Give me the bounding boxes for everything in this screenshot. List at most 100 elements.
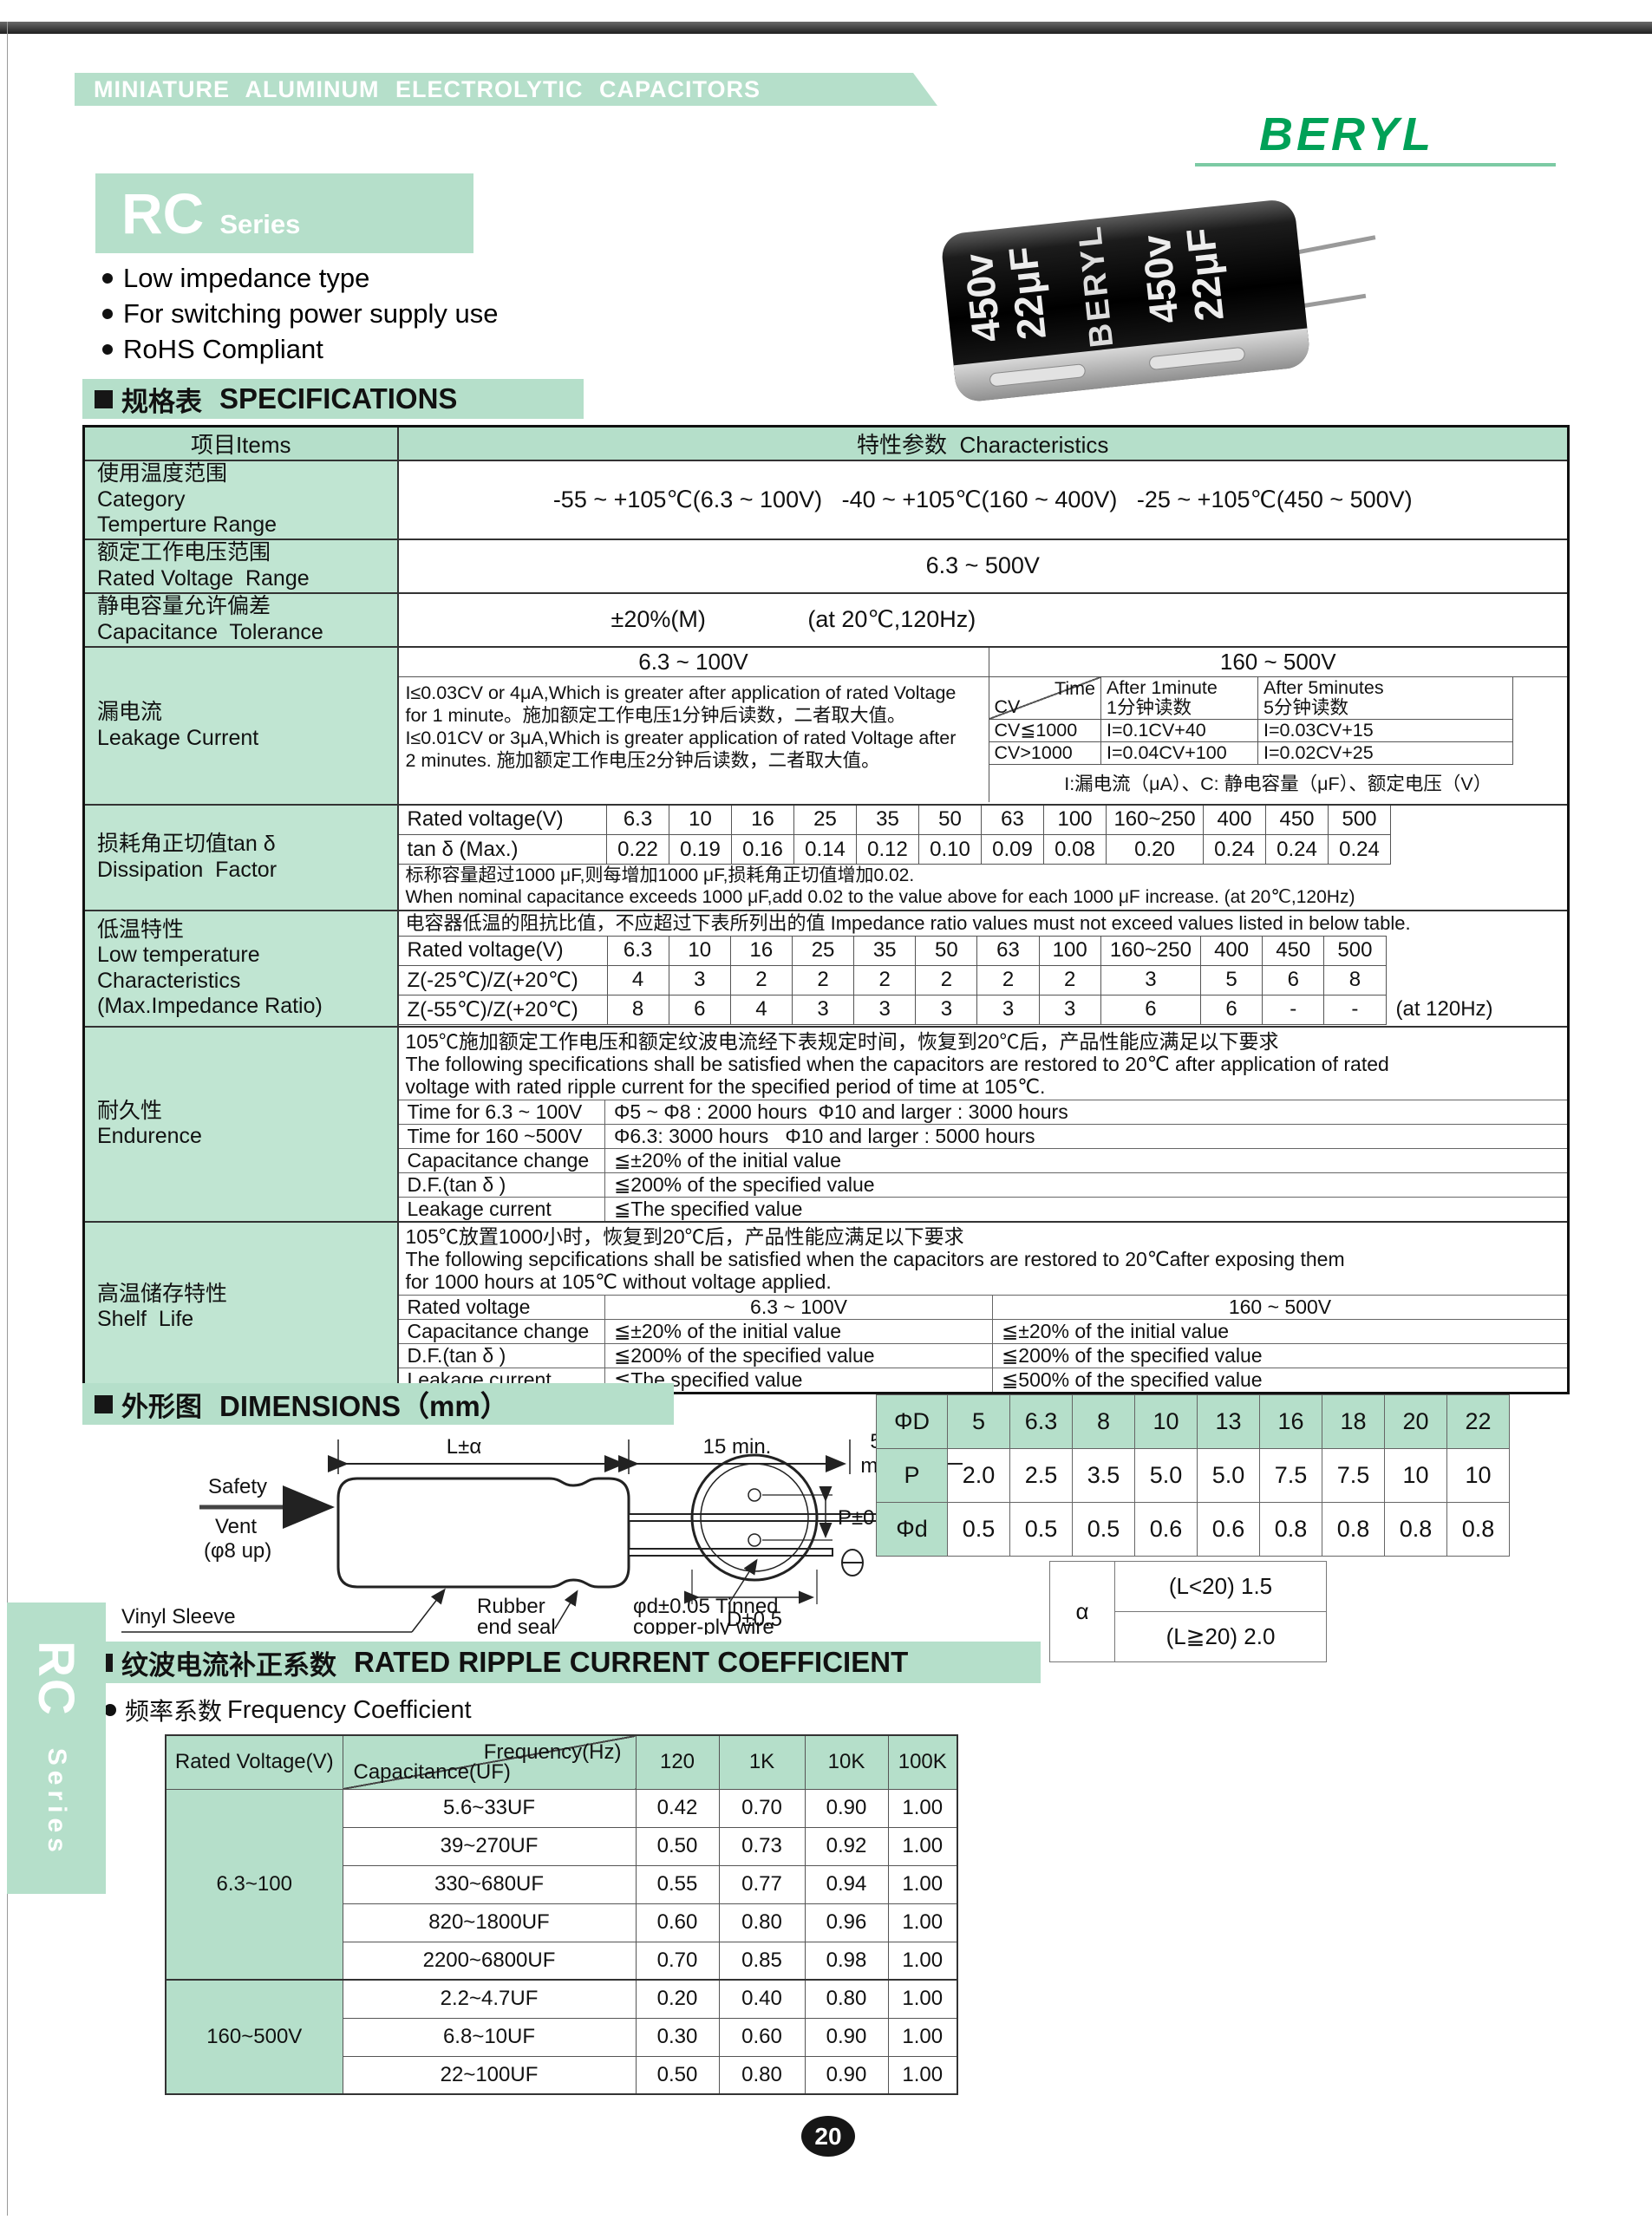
dims-d-cell: 10 (1134, 1394, 1198, 1449)
tan-value-cell: 0.24 (1203, 834, 1266, 865)
lead-hole (748, 1488, 761, 1502)
table-row: 6.3~100 5.6~33UF 0.42 0.70 0.90 1.00 (165, 1788, 958, 1981)
dims-pitch-row: P 2.0 2.5 3.5 5.0 5.0 7.5 7.5 10 10 (876, 1448, 1510, 1503)
impedance-z55-cell: 3 (791, 994, 855, 1025)
leakage-row: 漏电流 Leakage Current 6.3 ~ 100V 160 ~ 500… (82, 645, 1570, 806)
impedance-ratio-table: Rated voltage(V) 6.3 10 16 25 35 50 63 100 160~25… (398, 935, 1387, 1025)
category-row: 使用温度范围 Category Temperture Range -55 ~ +… (82, 460, 1570, 540)
impedance-voltage-cell: 400 (1200, 935, 1263, 966)
feature-list: Low impedance type For switching power s… (102, 260, 498, 367)
cv-row: CV≦1000 I=0.1CV+40 I=0.03CV+15 (989, 718, 1513, 742)
freq-col-header: 10K (804, 1734, 889, 1790)
row-label-tolerance: 静电容量允许偏差 Capacitance Tolerance (82, 591, 399, 648)
table-row: Capacitance change ≦±20% of the initial v… (398, 1147, 1567, 1173)
dims-d-cell: 6.3 (1009, 1394, 1073, 1449)
tan-voltage-cell: 400 (1203, 805, 1266, 835)
alpha-label: α (1049, 1561, 1115, 1662)
alpha-tolerance-table: α (L<20) 1.5 (L≧20) 2.0 (1049, 1561, 1327, 1662)
brand-underline (1195, 163, 1556, 166)
impedance-z55-cell: 4 (729, 994, 793, 1025)
row-label-rated-voltage: 额定工作电压范围 Rated Voltage Range (82, 538, 399, 594)
bullet-icon (102, 272, 113, 284)
impedance-z25-cell: 5 (1200, 964, 1263, 995)
frequency-coefficient-table: Rated Voltage(V) Frequency(Hz) Capacitan… (165, 1734, 958, 2095)
coef-cell: 0.73 (718, 1826, 806, 1866)
table-header-row: 项目Items 特性参数 Characteristics (82, 425, 1570, 461)
cv-col1-header: After 1minute 1分钟读数 (1100, 676, 1258, 720)
coef-cell: 0.55 (635, 1864, 720, 1904)
frequency-coefficient-label: 频率系数 Frequency Coefficient (104, 1693, 472, 1727)
coef-cell: 1.00 (887, 1903, 958, 1942)
dims-d-cell: 13 (1197, 1394, 1260, 1449)
table-row: Capacitance change ≦±20% of the initial … (398, 1318, 1567, 1344)
alpha-row1: (L<20) 1.5 (1114, 1561, 1327, 1612)
table-row: 22~100UF 0.50 0.80 0.90 1.00 (166, 2055, 958, 2095)
page-banner: MINIATURE ALUMINUM ELECTROLYTIC CAPACITO… (75, 73, 937, 106)
coef-cell: 0.20 (635, 1979, 720, 2019)
tan-voltage-cell: 450 (1265, 805, 1329, 835)
crimp-slot (989, 363, 1086, 387)
coef-cell: 1.00 (887, 1941, 958, 1981)
impedance-z25-cell: 2 (791, 964, 855, 995)
dissipation-note-en: When nominal capacitance exceeds 1000 μF… (405, 887, 1355, 907)
table-row: 160~500V 2.2~4.7UF 0.20 0.40 0.80 1.00 (165, 1979, 958, 2095)
impedance-voltage-cell: 6.3 (606, 935, 669, 966)
tan-value-cell: 0.10 (918, 834, 982, 865)
category-value: -55 ~ +105℃(6.3 ~ 100V) -40 ~ +105℃(160 … (396, 460, 1570, 540)
table-row: (L≧20) 2.0 (1050, 1611, 1327, 1662)
page-number-badge: 20 (801, 2116, 855, 2157)
coef-cell: 1.00 (887, 1788, 958, 1828)
dims-d-cell: 20 (1384, 1394, 1447, 1449)
tan-voltage-row: Rated voltage(V) 6.3 10 16 25 35 50 63 100 160~25… (398, 805, 1391, 835)
crimp-slot (1149, 347, 1245, 370)
series-title-box: RC Series (95, 173, 473, 253)
dims-dd-cell: 0.5 (1009, 1502, 1073, 1557)
coef-cell: 0.90 (804, 2055, 889, 2095)
impedance-voltage-cell: 16 (729, 935, 793, 966)
impedance-z55-cell: 8 (606, 994, 669, 1025)
coef-cell: 0.94 (804, 1864, 889, 1904)
dims-p-cell: 10 (1446, 1448, 1510, 1503)
impedance-z55-cell: 3 (1038, 994, 1101, 1025)
at-120hz-note: (at 120Hz) (1395, 996, 1493, 1021)
dims-p-cell: 7.5 (1259, 1448, 1322, 1503)
table-row: 6.8~10UF 0.30 0.60 0.90 1.00 (166, 2017, 958, 2057)
label-rubber: Rubber (477, 1595, 545, 1618)
label-vinyl-sleeve: Vinyl Sleeve (121, 1605, 236, 1629)
dimensions-heading: 外形图 DIMENSIONS（mm） (82, 1383, 674, 1425)
table-row: Leakage current ≦The specified value (398, 1196, 1567, 1221)
row-label-endurance: 耐久性 Endurence (82, 1025, 399, 1223)
impedance-voltage-cell: 10 (668, 935, 731, 966)
marking-capacitance: 22μF (1178, 225, 1232, 323)
dims-p-cell: 7.5 (1322, 1448, 1385, 1503)
dims-dd-cell: 0.8 (1259, 1502, 1322, 1557)
freq-col-header: 100K (887, 1734, 958, 1790)
characteristics-header-cell: 特性参数 Characteristics (396, 425, 1570, 461)
shelf-sub-table: Rated voltage 6.3 ~ 100V 160 ~ 500V Capa… (398, 1294, 1567, 1392)
coef-cell: 0.80 (718, 2055, 806, 2095)
impedance-z55-cell: 3 (976, 994, 1040, 1025)
square-bullet-icon (95, 1394, 113, 1413)
coef-cell: 0.96 (804, 1903, 889, 1942)
dims-dd-cell: 0.8 (1446, 1502, 1510, 1557)
tan-value-cell: 0.24 (1328, 834, 1391, 865)
leakage-content: 6.3 ~ 100V 160 ~ 500V I≤0.03CV or 4μA,Wh… (398, 647, 1568, 802)
dims-dd-cell: 0.6 (1197, 1502, 1260, 1557)
impedance-z25-cell: 2 (915, 964, 978, 995)
dims-dd-cell: 0.8 (1384, 1502, 1447, 1557)
dim-label-diameter: D±0.5 (727, 1608, 782, 1631)
dims-d-cell: 5 (947, 1394, 1010, 1449)
feature-item: Low impedance type (102, 260, 498, 296)
endurance-intro: 105℃施加额定工作电压和额定纹波电流经下表规定时间，恢复到20℃后，产品性能应… (405, 1029, 1389, 1098)
marking-voltage: 450v (955, 251, 1009, 344)
leakage-cv-area: Time CV After 1minute 1分钟读数 After 5minut… (989, 676, 1568, 802)
endurance-sub-table: Time for 6.3 ~ 100V Φ5 ~ Φ8 : 2000 hours … (398, 1099, 1567, 1221)
dims-d-cell: 22 (1446, 1394, 1510, 1449)
coef-cell: 1.00 (887, 2055, 958, 2095)
impedance-voltage-cell: 63 (976, 935, 1040, 966)
top-rule-bar (0, 22, 1652, 34)
coef-cell: 1.00 (887, 1864, 958, 1904)
coef-cell: 0.90 (804, 1788, 889, 1828)
coef-cell: 0.40 (718, 1979, 806, 2019)
